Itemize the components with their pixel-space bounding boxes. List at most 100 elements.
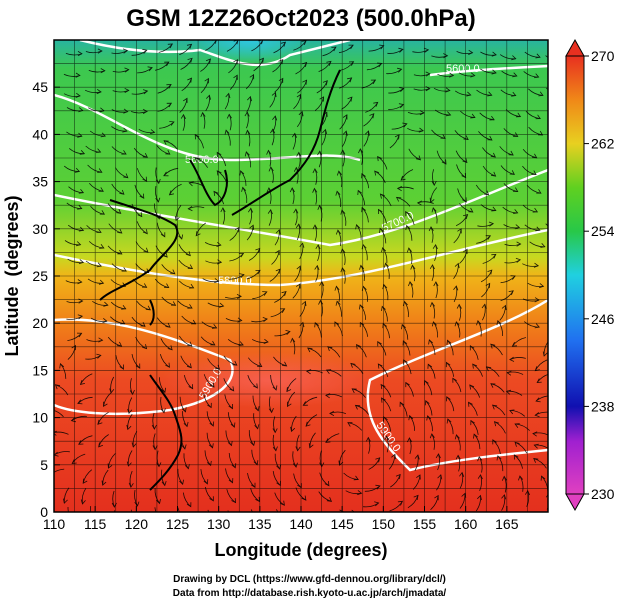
streamline-arrowhead [434, 494, 439, 501]
streamline-arrowhead [454, 434, 460, 440]
streamline-arrowhead [509, 170, 515, 175]
streamline-arrowhead [295, 446, 301, 452]
streamline-arrowhead [407, 437, 413, 443]
streamline-arrowhead [326, 60, 332, 66]
streamline-arrowhead [338, 460, 344, 466]
streamline-arrowhead [485, 282, 491, 288]
streamline-arrowhead [296, 265, 302, 271]
streamline-arrowhead [77, 204, 83, 210]
streamline-arrowhead [149, 129, 156, 135]
streamline-arrowhead [187, 341, 193, 347]
streamline [550, 322, 555, 337]
streamline-arrowhead [250, 440, 256, 447]
streamline-arrowhead [347, 77, 353, 83]
streamline-arrowhead [139, 193, 145, 199]
contour-5700 [54, 168, 548, 247]
streamline-arrowhead [290, 337, 296, 343]
streamline-arrowhead [431, 180, 437, 187]
streamline-arrowhead [540, 475, 546, 481]
streamline-arrowhead [99, 210, 106, 215]
streamline-arrowhead [250, 482, 256, 489]
streamline-arrowhead [534, 412, 540, 418]
streamline-arrowhead [405, 210, 410, 217]
streamline-arrowhead [142, 108, 148, 114]
streamline-arrowhead [561, 116, 566, 120]
streamline-arrowhead [96, 262, 102, 268]
streamline-arrowhead [377, 208, 383, 215]
streamline-arrowhead [77, 314, 84, 320]
streamline-arrowhead [348, 44, 354, 50]
streamline-arrowhead [63, 498, 68, 504]
streamline-arrowhead [326, 497, 333, 502]
streamline-arrowhead [380, 383, 386, 390]
y-tick-label: 0 [40, 504, 48, 520]
streamline-arrowhead [508, 290, 514, 296]
coastline-japan [231, 69, 341, 216]
streamline-arrowhead [445, 87, 451, 93]
streamline-arrowhead [78, 226, 85, 232]
streamline-arrowhead [408, 280, 414, 287]
streamline-arrowhead [426, 415, 432, 421]
contour-label: 5800.0 [218, 275, 252, 287]
streamline-arrowhead [534, 323, 540, 329]
streamline-arrowhead [161, 480, 167, 487]
streamline-arrowhead [534, 73, 540, 79]
streamline-arrowhead [443, 53, 449, 59]
streamline-arrowhead [187, 57, 193, 63]
streamline-arrowhead [489, 115, 495, 121]
streamline-arrowhead [469, 345, 475, 351]
streamline-arrowhead [266, 149, 272, 155]
streamline-arrowhead [218, 302, 225, 308]
streamline-arrowhead [186, 43, 193, 49]
streamline-arrowhead [163, 171, 169, 177]
streamline-arrowhead [381, 305, 386, 311]
streamline-arrowhead [151, 424, 157, 430]
streamline-arrowhead [538, 283, 545, 289]
streamline-arrowhead [361, 206, 366, 213]
streamline [207, 509, 210, 512]
streamline-arrowhead [126, 424, 132, 431]
streamline-arrowhead [545, 493, 548, 498]
streamline-arrowhead [286, 386, 292, 393]
streamline-arrowhead [145, 305, 152, 311]
streamline-arrowhead [302, 79, 308, 85]
streamline-arrowhead [78, 259, 85, 265]
streamline-arrowhead [398, 103, 405, 109]
streamline-arrowhead [556, 58, 561, 62]
streamline-arrowhead [249, 73, 255, 80]
streamline-arrowhead [496, 455, 502, 461]
streamline-arrowhead [361, 243, 367, 250]
streamline-arrowhead [211, 324, 218, 329]
streamline-arrowhead [536, 189, 542, 194]
streamline-arrowhead [416, 200, 422, 206]
streamline-arrowhead [418, 127, 424, 133]
streamline-arrowhead [416, 474, 421, 480]
streamline-arrowhead [116, 209, 122, 214]
streamline-arrowhead [511, 341, 518, 347]
streamline-arrowhead [278, 59, 284, 65]
streamline-arrowhead [187, 304, 193, 309]
streamline-arrowhead [315, 244, 321, 250]
streamline-arrowhead [501, 304, 507, 311]
streamline-arrowhead [239, 273, 245, 279]
streamline-arrowhead [325, 438, 331, 443]
streamline-arrowhead [445, 111, 452, 117]
streamline [67, 506, 69, 512]
streamline-arrowhead [358, 148, 364, 154]
streamline-arrowhead [77, 279, 83, 285]
streamline-arrowhead [228, 478, 234, 484]
colorbar-tick-label: 246 [591, 311, 615, 327]
streamline-arrowhead [347, 96, 353, 102]
streamline-arrowhead [124, 87, 130, 94]
streamline-arrowhead [428, 226, 434, 232]
streamline-arrowhead [429, 301, 436, 308]
y-tick-label: 45 [32, 79, 48, 95]
streamline-arrowhead [103, 401, 108, 408]
streamline-arrowhead [468, 207, 474, 213]
streamline-arrowhead [140, 322, 146, 327]
plot-area: 5600.0 5600.0 5700.0 5800.0 5900.0 5900.… [54, 40, 566, 512]
colorbar-tick-label: 238 [591, 398, 615, 414]
streamline-arrowhead [298, 110, 304, 117]
streamline-arrowhead [99, 244, 105, 249]
